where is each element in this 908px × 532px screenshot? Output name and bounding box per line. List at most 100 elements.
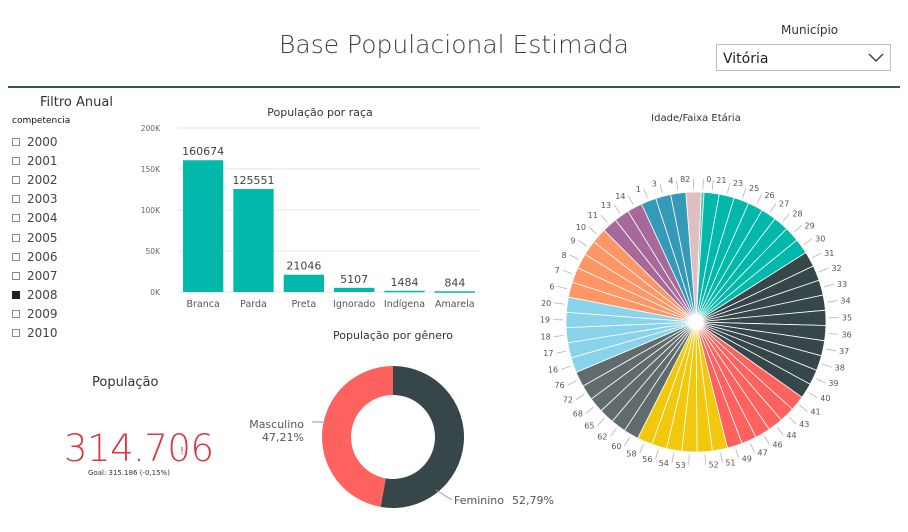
age-label: 36 — [841, 330, 851, 339]
age-label: 19 — [540, 316, 550, 325]
leader-line — [557, 285, 568, 290]
age-label: 21 — [716, 176, 726, 185]
x-tick-label: Branca — [187, 299, 220, 310]
x-tick-label: Ignorado — [333, 299, 375, 310]
year-option-2010[interactable]: 2010 — [12, 324, 92, 343]
year-option-2002[interactable]: 2002 — [12, 170, 92, 189]
age-label: 37 — [839, 347, 849, 356]
year-option-2008[interactable]: 2008 — [12, 286, 92, 305]
leader-line — [756, 194, 762, 204]
year-option-2004[interactable]: 2004 — [12, 209, 92, 228]
municipio-label: Município — [781, 23, 839, 37]
checkbox-icon[interactable] — [12, 175, 20, 184]
checkbox-icon[interactable] — [12, 233, 20, 242]
age-label: 38 — [835, 363, 845, 372]
year-option-2003[interactable]: 2003 — [12, 190, 92, 209]
age-label: 10 — [576, 223, 586, 232]
bar-preta[interactable] — [283, 274, 324, 292]
age-label: 3 — [652, 180, 657, 189]
slicer-title: Filtro Anual — [40, 95, 113, 110]
leader-line — [808, 392, 818, 399]
checkbox-icon[interactable] — [12, 310, 20, 319]
age-label: 76 — [554, 381, 564, 390]
year-label: 2001 — [27, 153, 58, 168]
municipio-dropdown[interactable]: Vitória — [716, 44, 891, 71]
leader-line — [711, 180, 714, 191]
checkbox-icon[interactable] — [12, 156, 20, 165]
age-label: 58 — [626, 449, 636, 458]
leader-line — [567, 380, 577, 386]
year-label: 2002 — [27, 172, 58, 187]
age-label: 6 — [549, 282, 554, 291]
x-tick-label: Parda — [240, 299, 267, 310]
leader-line — [578, 240, 587, 247]
page-title: Base Populacional Estimada — [279, 30, 629, 59]
leader-line — [799, 405, 808, 412]
age-label: 13 — [601, 201, 611, 210]
chevron-down-icon[interactable] — [866, 48, 886, 68]
slicer-field-label: competencia — [12, 116, 71, 126]
leader-line — [788, 416, 797, 425]
x-tick-label: Preta — [292, 299, 317, 310]
bar-indígena[interactable] — [384, 290, 425, 293]
checkbox-icon[interactable] — [12, 214, 20, 223]
bar-value-label: 1484 — [391, 276, 419, 289]
year-label: 2005 — [27, 230, 58, 245]
donut-percent-masculino: 47,21% — [262, 431, 304, 444]
x-tick-label: Amarela — [435, 299, 475, 310]
year-option-2001[interactable]: 2001 — [12, 151, 92, 170]
leader-line — [777, 427, 784, 436]
age-label: 17 — [543, 349, 553, 358]
age-slice-82[interactable] — [685, 191, 702, 323]
year-option-2006[interactable]: 2006 — [12, 247, 92, 266]
leader-line — [553, 335, 564, 337]
leader-line — [735, 448, 740, 459]
checkbox-icon[interactable] — [12, 271, 20, 280]
age-label: 4 — [668, 176, 673, 185]
year-option-2000[interactable]: 2000 — [12, 132, 92, 151]
year-option-2009[interactable]: 2009 — [12, 305, 92, 324]
checkbox-icon[interactable] — [12, 195, 20, 204]
leader-line — [822, 363, 832, 368]
leader-line — [624, 437, 630, 447]
checkbox-icon[interactable] — [12, 137, 20, 146]
checkbox-icon[interactable] — [12, 329, 20, 338]
age-label: 8 — [562, 251, 567, 260]
year-label: 2009 — [27, 307, 58, 322]
leader-line — [676, 180, 679, 191]
age-label: 72 — [563, 396, 573, 405]
bar-amarela[interactable] — [434, 291, 475, 293]
leader-line — [827, 300, 838, 303]
bar-chart-title: População por raça — [267, 106, 373, 119]
leader-line — [585, 406, 594, 414]
age-label: 31 — [824, 249, 834, 258]
leader-line — [435, 489, 453, 501]
age-label: 9 — [570, 236, 575, 245]
donut-slice-masculino[interactable] — [321, 366, 393, 507]
year-label: 2006 — [27, 249, 58, 264]
bar-parda[interactable] — [233, 189, 274, 292]
age-label: 7 — [555, 266, 560, 275]
leader-line — [655, 449, 659, 460]
leader-line — [556, 350, 567, 354]
y-tick-label: 200K — [141, 124, 161, 133]
age-label: 20 — [541, 299, 551, 308]
age-label: 52 — [709, 461, 719, 470]
checkbox-icon[interactable] — [12, 291, 20, 300]
age-label: 35 — [842, 313, 852, 322]
year-label: 2003 — [27, 192, 58, 207]
age-label: 51 — [725, 459, 735, 468]
age-label: 43 — [799, 420, 809, 429]
checkbox-icon[interactable] — [12, 252, 20, 261]
year-option-2005[interactable]: 2005 — [12, 228, 92, 247]
donut-slice-feminino[interactable] — [380, 366, 464, 508]
age-label: 23 — [733, 179, 743, 188]
year-option-2007[interactable]: 2007 — [12, 266, 92, 285]
bar-branca[interactable] — [183, 160, 224, 292]
year-label: 2000 — [27, 134, 58, 149]
age-label: 68 — [573, 409, 583, 418]
age-label: 39 — [828, 379, 838, 388]
bar-ignorado[interactable] — [334, 287, 375, 292]
leader-line — [702, 179, 704, 190]
